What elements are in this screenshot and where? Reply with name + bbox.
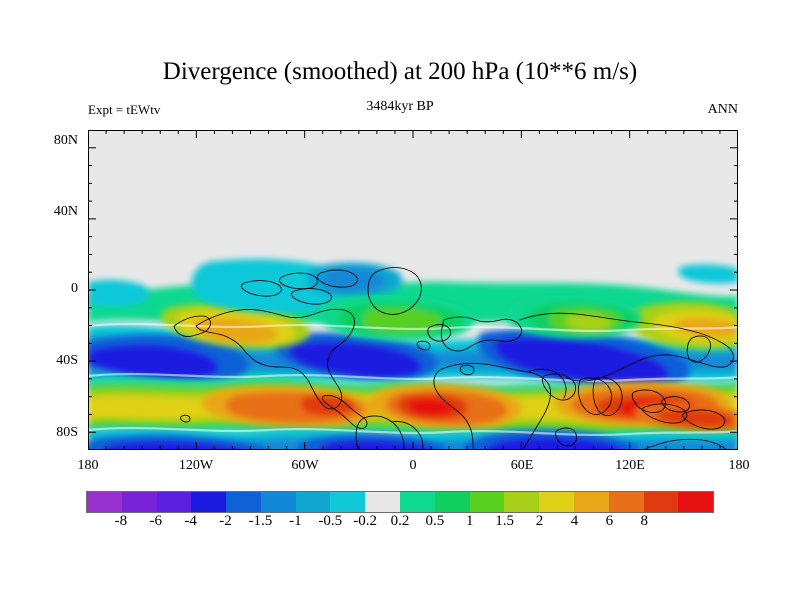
colorbar-tick-label: -6 [149,513,163,529]
north-pacific-convergence [88,334,249,383]
colorbar-tick-label: -0.5 [318,513,343,529]
asia-convergence-core [477,328,690,389]
y-tick-label: 40S [56,353,78,368]
x-tick-label: 180 [728,458,750,473]
colorbar-tick-label: -2 [219,513,232,529]
x-tick-label: 120E [615,458,645,473]
season-label: ANN [707,102,738,117]
colorbar-swatch [365,492,401,512]
colorbar-swatch [539,492,574,512]
colorbar-swatch [226,492,261,512]
x-tick-label: 60E [510,458,534,473]
colorbar-tick-label: 6 [605,513,614,529]
zero-contour-lines [88,322,738,437]
colorbar-tick-label: 4 [570,513,579,529]
page-title: Divergence (smoothed) at 200 hPa (10**6 … [162,58,638,85]
colorbar-swatch [156,492,192,512]
colorbar-swatch [643,492,679,512]
colorbar-swatch [434,492,470,512]
colorbar-swatch [191,492,227,512]
x-tick-label: 60W [291,458,319,473]
y-tick-label: 0 [71,281,78,296]
colorbar-swatch [121,492,157,512]
divergence-map-svg [88,130,738,450]
y-tick-label: 40N [53,204,78,219]
y-tick-label: 80S [56,425,78,440]
colorbar-swatch [260,492,296,512]
experiment-label: Expt = tEWtv [88,102,161,117]
colorbar-tick-label: -8 [114,513,128,529]
map-plot-area [88,130,738,450]
colorbar-swatch [469,492,505,512]
colorbar [86,491,714,513]
colorbar-swatch [400,492,435,512]
colorbar-swatch [295,492,331,512]
x-tick-label: 0 [409,458,417,473]
atlantic-convergence [274,332,438,381]
colorbar-tick-label: 2 [535,513,544,529]
coastline-layer [173,267,734,450]
colorbar-tick-label: 0.5 [425,513,445,529]
colorbar-swatch [504,492,540,512]
colorbar-tick-label: 0.2 [390,513,410,529]
colorbar-swatch [608,492,644,512]
equatorial-orange-cores [201,381,738,432]
colorbar-swatch [573,492,609,512]
colorbar-tick-label: -4 [184,513,197,529]
colorbar-tick-label: -1.5 [248,513,273,529]
colorbar-tick-label: -0.2 [353,513,377,529]
colorbar-tick-label: 1 [466,513,474,529]
colorbar-tick-labels: -8 -6 -4 -2 -1.5 -1 -0.5 -0.2 0.2 0.5 1 1.5 2 4 6 8 [0,513,800,539]
x-tick-label: 180 [77,458,99,473]
subtitle-label: 3484kyr BP [366,99,434,114]
colorbar-tick-label: 8 [640,513,648,529]
colorbar-swatch [87,492,122,512]
colorbar-tick-label: 1.5 [495,513,515,529]
colorbar-swatch [330,492,366,512]
colorbar-swatch [678,492,714,512]
x-tick-label: 120W [178,458,214,473]
y-tick-label: 80N [53,133,78,148]
colorbar-tick-label: -1 [289,513,302,529]
